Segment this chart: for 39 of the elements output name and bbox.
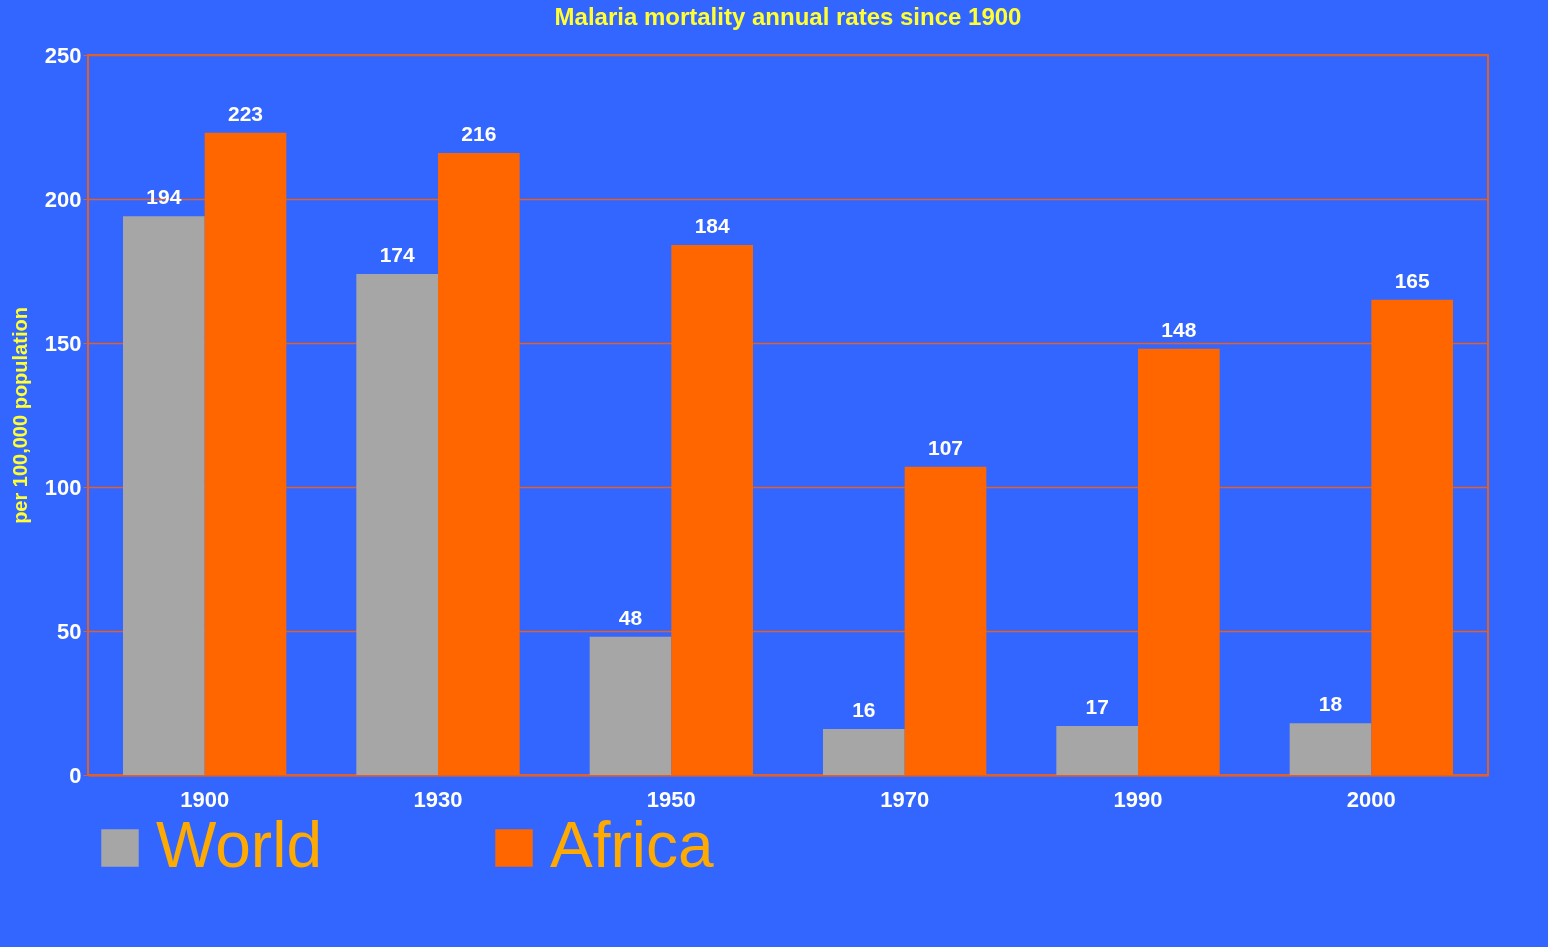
data-label: 107 bbox=[927, 435, 964, 459]
legend-label: Africa bbox=[550, 809, 714, 881]
bar bbox=[438, 152, 520, 775]
bar bbox=[671, 245, 753, 775]
data-label: 16 bbox=[852, 697, 876, 721]
x-tick-label: 1950 bbox=[646, 786, 696, 812]
data-label: 148 bbox=[1161, 317, 1197, 341]
data-label: 48 bbox=[618, 605, 643, 629]
bar bbox=[1371, 299, 1453, 775]
data-label: 223 bbox=[227, 101, 264, 125]
x-tick-label: 1970 bbox=[880, 786, 930, 812]
bar bbox=[589, 636, 672, 775]
bar bbox=[823, 728, 905, 775]
bar bbox=[1289, 723, 1372, 775]
data-label: 216 bbox=[461, 121, 497, 145]
x-tick-label: 1930 bbox=[413, 786, 463, 812]
y-tick-label: 250 bbox=[44, 42, 82, 68]
y-tick-label: 100 bbox=[44, 474, 82, 500]
data-label: 184 bbox=[694, 214, 730, 238]
data-label: 18 bbox=[1318, 692, 1343, 716]
y-tick-label: 150 bbox=[44, 330, 82, 356]
x-tick-label: 2000 bbox=[1346, 786, 1396, 812]
bar bbox=[904, 466, 987, 775]
bar bbox=[1138, 348, 1220, 775]
legend-label: World bbox=[156, 809, 322, 881]
chart-title: Malaria mortality annual rates since 1900 bbox=[554, 3, 1022, 30]
bar bbox=[356, 273, 438, 775]
bar bbox=[204, 132, 287, 775]
bar bbox=[1056, 726, 1138, 775]
y-tick-label: 50 bbox=[57, 618, 82, 644]
data-label: 165 bbox=[1394, 268, 1430, 292]
y-tick-label: 200 bbox=[44, 186, 82, 212]
y-axis-title: per 100,000 population bbox=[8, 307, 31, 524]
data-label: 174 bbox=[379, 242, 415, 266]
data-label: 17 bbox=[1085, 695, 1109, 719]
x-tick-label: 1990 bbox=[1113, 786, 1163, 812]
y-tick-label: 0 bbox=[69, 762, 82, 788]
bar bbox=[123, 216, 205, 775]
x-tick-label: 1900 bbox=[180, 786, 230, 812]
